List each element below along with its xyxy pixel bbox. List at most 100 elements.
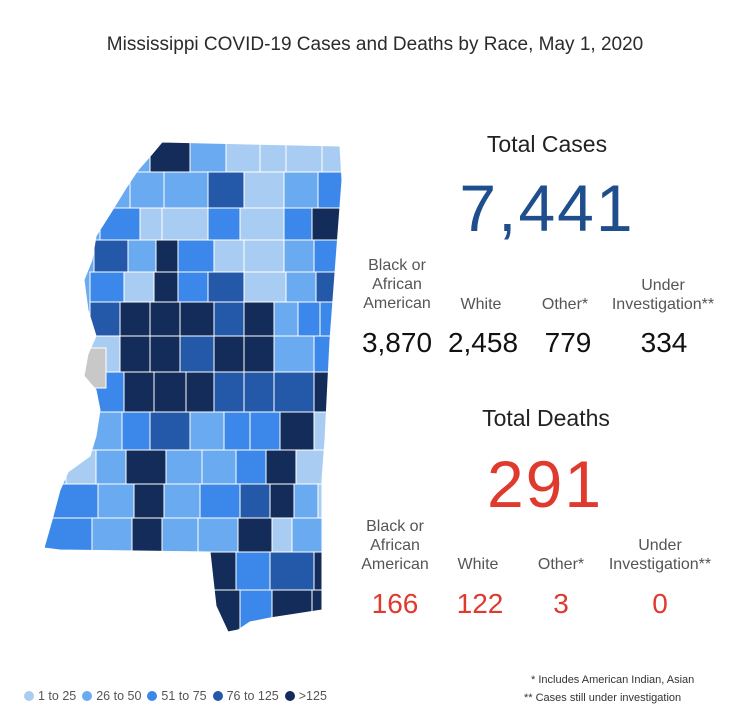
county-region xyxy=(295,449,327,485)
legend-label: 26 to 50 xyxy=(96,689,142,703)
cases-label-white: White xyxy=(460,296,502,313)
legend-item: 76 to 125 xyxy=(212,689,279,703)
county-region xyxy=(93,239,129,273)
county-region xyxy=(273,335,315,373)
deaths-value-investigation: 0 xyxy=(652,588,668,619)
page-title: Mississippi COVID-19 Cases and Deaths by… xyxy=(106,34,644,55)
county-region xyxy=(283,239,315,273)
county-region xyxy=(225,142,261,173)
county-region xyxy=(199,483,241,519)
footnote-investigation: ** Cases still under investigation xyxy=(524,692,682,704)
county-region xyxy=(119,335,151,373)
county-region xyxy=(119,301,151,337)
legend-item: >125 xyxy=(284,689,327,703)
county-region xyxy=(165,449,203,485)
county-region xyxy=(283,207,313,241)
legend-swatch-2 xyxy=(82,691,93,701)
county-region xyxy=(95,449,127,485)
county-region xyxy=(99,207,141,241)
county-region xyxy=(317,171,342,209)
county-region xyxy=(239,207,285,241)
county-region xyxy=(213,239,245,273)
cases-label-black: Black or African American xyxy=(363,257,431,312)
county-region xyxy=(297,301,321,337)
county-region xyxy=(127,239,157,273)
legend-item: 51 to 75 xyxy=(147,689,207,703)
legend-swatch-1 xyxy=(24,691,34,701)
cases-label-other: Other* xyxy=(541,296,589,313)
county-region xyxy=(189,142,227,173)
county-region xyxy=(239,589,273,632)
deaths-value-black: 166 xyxy=(371,588,419,619)
county-region xyxy=(313,371,342,413)
county-region xyxy=(249,411,281,451)
county-region xyxy=(207,207,241,241)
county-region xyxy=(311,589,342,632)
county-region xyxy=(197,517,239,553)
county-region xyxy=(265,449,297,485)
county-region xyxy=(161,517,199,553)
map-legend: 1 to 25 26 to 50 51 to 75 76 to 125 >125 xyxy=(24,689,333,703)
county-region xyxy=(149,411,191,451)
county-region xyxy=(273,371,315,413)
county-region xyxy=(311,207,342,241)
county-region xyxy=(243,301,275,337)
county-region xyxy=(315,271,342,303)
county-region xyxy=(89,271,125,303)
county-region xyxy=(139,207,163,241)
legend-label: 76 to 125 xyxy=(226,689,279,703)
county-region xyxy=(271,517,293,553)
county-region xyxy=(313,335,342,373)
total-deaths-value: 291 xyxy=(486,447,604,521)
county-region xyxy=(313,551,342,591)
county-region xyxy=(243,239,285,273)
county-region xyxy=(213,301,245,337)
county-region xyxy=(153,371,187,413)
deaths-value-other: 3 xyxy=(553,588,569,619)
county-region xyxy=(293,483,319,519)
mississippi-county-map xyxy=(43,141,343,633)
county-region xyxy=(97,483,135,519)
county-region xyxy=(235,449,267,485)
county-region xyxy=(239,483,271,519)
county-region xyxy=(179,335,215,373)
county-region xyxy=(125,449,167,485)
county-region xyxy=(155,239,179,273)
county-no-data xyxy=(83,347,107,389)
county-region xyxy=(123,271,155,303)
cases-value-other: 779 xyxy=(544,327,592,358)
county-region xyxy=(325,449,342,485)
cases-label-investigation: Under Investigation** xyxy=(611,277,715,313)
county-region xyxy=(149,301,181,337)
county-region xyxy=(313,411,342,451)
county-region xyxy=(283,171,319,209)
legend-swatch-3 xyxy=(147,691,158,701)
county-region xyxy=(321,517,342,553)
county-region xyxy=(149,142,191,173)
cases-value-white: 2,458 xyxy=(447,327,519,358)
county-region xyxy=(285,142,323,173)
legend-swatch-5 xyxy=(284,691,295,701)
county-region xyxy=(199,551,237,591)
county-region xyxy=(243,171,285,209)
cases-value-black: 3,870 xyxy=(361,327,433,358)
county-region xyxy=(213,335,245,373)
county-region xyxy=(201,449,237,485)
cases-value-investigation: 334 xyxy=(640,327,688,358)
legend-item: 26 to 50 xyxy=(82,689,141,703)
county-region xyxy=(129,171,165,209)
deaths-label-black: Black or African American xyxy=(361,518,429,573)
county-region xyxy=(235,551,271,591)
legend-item: 1 to 25 xyxy=(24,689,76,703)
county-region xyxy=(153,271,179,303)
county-region xyxy=(189,411,225,451)
county-region xyxy=(243,371,275,413)
legend-label: 51 to 75 xyxy=(161,689,207,703)
county-region xyxy=(237,517,273,553)
county-region xyxy=(207,171,245,209)
county-region xyxy=(223,411,251,451)
county-region xyxy=(243,335,275,373)
total-deaths-heading: Total Deaths xyxy=(482,405,610,431)
county-region xyxy=(319,301,342,337)
county-region xyxy=(123,371,155,413)
